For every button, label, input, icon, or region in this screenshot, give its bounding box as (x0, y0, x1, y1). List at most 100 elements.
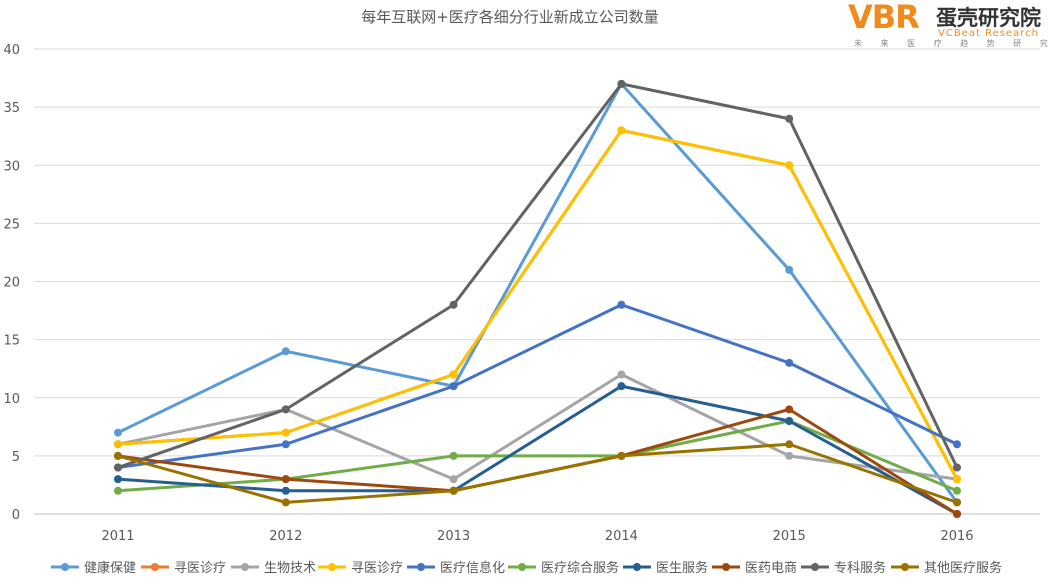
data-point (785, 114, 794, 123)
data-point (617, 370, 626, 379)
legend-label: 寻医诊疗 (351, 561, 403, 576)
data-point (114, 463, 122, 472)
data-point (114, 486, 122, 495)
legend-item: 医疗综合服务 (508, 560, 619, 576)
legend-label: 医生服务 (656, 560, 708, 576)
legend-item: 寻医诊疗 (318, 561, 403, 576)
data-point (785, 417, 794, 425)
x-tick-label: 2016 (940, 529, 973, 544)
series-10 (114, 440, 961, 507)
data-point (785, 161, 794, 170)
legend-swatch-marker (241, 563, 249, 571)
legend-item: 专科服务 (801, 560, 886, 576)
data-point (785, 358, 794, 367)
series-line (116, 442, 959, 504)
legend-swatch-marker (61, 563, 69, 571)
data-point (617, 79, 626, 88)
data-point (449, 451, 458, 460)
x-tick-label: 2013 (437, 529, 470, 544)
legend-item: 生物技术 (231, 561, 316, 576)
data-point (449, 475, 458, 484)
data-point (114, 451, 122, 460)
data-point (281, 428, 290, 437)
data-point (953, 463, 961, 472)
data-point (281, 440, 290, 449)
series-line (116, 384, 959, 516)
legend-label: 健康保健 (84, 560, 136, 576)
series-4 (114, 126, 961, 484)
legend-label: 寻医诊疗 (174, 561, 226, 576)
data-point (114, 428, 122, 437)
legend-item: 寻医诊疗 (141, 561, 226, 576)
y-tick-label: 35 (3, 101, 20, 116)
y-tick-label: 40 (3, 43, 20, 58)
legend-item: 医药电商 (712, 561, 797, 576)
x-axis-ticks: 2011 2012 2013 2014 2015 2016 (101, 529, 973, 544)
data-point (281, 347, 290, 356)
data-point (785, 440, 794, 449)
series-line (116, 373, 959, 481)
data-point (281, 405, 290, 414)
data-point (953, 510, 961, 518)
legend-item: 医疗信息化 (407, 560, 505, 576)
legend-swatch-marker (633, 563, 641, 571)
data-point (114, 440, 122, 449)
y-axis-ticks: 0 5 10 15 20 25 30 35 40 (3, 43, 20, 523)
legend-swatch-marker (151, 563, 159, 571)
series-line (116, 128, 959, 481)
legend-label: 专科服务 (834, 560, 886, 576)
y-tick-label: 10 (3, 392, 20, 407)
x-tick-label: 2014 (605, 529, 638, 544)
series-9 (114, 79, 961, 472)
data-point (449, 486, 458, 495)
data-point (953, 486, 961, 495)
series-line (116, 303, 959, 469)
y-tick-label: 15 (3, 334, 20, 349)
data-point (617, 382, 626, 391)
data-point (281, 475, 290, 484)
y-tick-label: 30 (3, 159, 20, 174)
data-point (281, 498, 290, 507)
data-point (449, 370, 458, 379)
legend: 健康保健 寻医诊疗 生物技术 寻医诊疗 医疗信息化 医疗综合服务 医生服务 医药电商 专科服务 其… (51, 560, 1002, 576)
data-point (953, 475, 961, 484)
y-tick-label: 0 (12, 508, 20, 523)
legend-swatch-marker (811, 563, 819, 571)
series-line (116, 419, 959, 493)
data-point (617, 451, 626, 460)
brand-logo: VBR 蛋壳研究院 VCBeat Research 未 来 医 疗 趋 势 研 … (848, 0, 1048, 50)
legend-label: 医疗综合服务 (541, 560, 619, 576)
data-point (449, 300, 458, 309)
legend-label: 医药电商 (745, 561, 797, 576)
data-point (617, 126, 626, 135)
y-tick-label: 5 (12, 450, 20, 465)
series-1 (114, 79, 961, 507)
legend-swatch-marker (722, 563, 730, 571)
legend-swatch-marker (518, 563, 526, 571)
legend-swatch-marker (328, 563, 336, 571)
chart-title: 每年互联网+医疗各细分行业新成立公司数量 (361, 8, 659, 26)
legend-label: 其他医疗服务 (924, 560, 1002, 576)
data-point (785, 265, 794, 274)
brand-name-en: VCBeat Research (938, 28, 1039, 39)
x-tick-label: 2011 (101, 529, 134, 544)
x-tick-label: 2012 (269, 529, 302, 544)
data-point (953, 498, 961, 507)
legend-item: 其他医疗服务 (891, 560, 1002, 576)
brand-mark-text: VBR (848, 0, 920, 36)
series-2 (114, 126, 961, 484)
y-tick-label: 25 (3, 217, 20, 232)
legend-item: 健康保健 (51, 560, 136, 576)
legend-swatch-marker (901, 563, 909, 571)
legend-swatch-marker (417, 563, 425, 571)
data-point (785, 405, 794, 414)
series-3 (114, 370, 961, 484)
data-point (114, 475, 122, 484)
legend-item: 医生服务 (623, 560, 708, 576)
data-point (449, 382, 458, 391)
series-lines (114, 79, 961, 518)
legend-label: 生物技术 (264, 561, 316, 576)
series-line (116, 82, 959, 469)
series-line (116, 82, 959, 504)
